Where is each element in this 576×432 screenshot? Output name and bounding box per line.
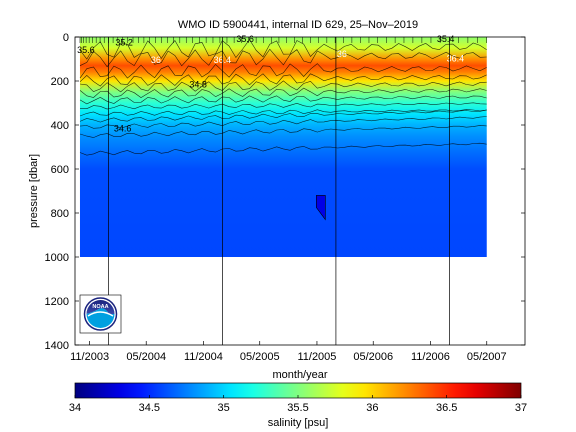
colorbar-ticks: 34 34.5 35 35.5 36 36.5 37 bbox=[69, 395, 527, 414]
x-tick-label: 11/2005 bbox=[297, 351, 336, 363]
colorbar-tick-label: 34.5 bbox=[139, 402, 160, 414]
plot-frame bbox=[74, 36, 526, 346]
contour-label: 36 bbox=[337, 49, 347, 59]
x-tick-label: 11/2004 bbox=[184, 351, 223, 363]
x-tick-label: 05/2005 bbox=[240, 351, 280, 363]
y-axis: 0 200 400 600 800 1000 1200 1400 bbox=[45, 32, 525, 352]
contour-label: 34.8 bbox=[189, 79, 207, 89]
salinity-field-area bbox=[79, 37, 487, 257]
contour-label: 34.6 bbox=[114, 123, 132, 133]
contour-line bbox=[79, 142, 487, 156]
x-axis: 11/2003 05/2004 11/2004 05/2005 11/2005 05/20… bbox=[70, 341, 507, 363]
y-tick-label: 1000 bbox=[45, 252, 69, 264]
colorbar-tick-label: 36.5 bbox=[436, 402, 457, 414]
y-tick-label: 400 bbox=[51, 120, 69, 132]
year-boundary-lines bbox=[108, 37, 450, 345]
contour-label: 36.4 bbox=[447, 54, 465, 64]
x-tick-label: 05/2006 bbox=[353, 351, 393, 363]
x-tick-label: 05/2004 bbox=[126, 351, 166, 363]
contour-line bbox=[79, 73, 487, 87]
colorbar-tick-label: 37 bbox=[515, 402, 527, 414]
noaa-logo: NOAA bbox=[79, 294, 122, 334]
contour-line bbox=[79, 39, 487, 60]
contour-line bbox=[79, 109, 487, 117]
y-tick-label: 600 bbox=[51, 164, 69, 176]
contour-label: 35.4 bbox=[437, 34, 455, 44]
salinity-field bbox=[79, 37, 487, 257]
contour-line bbox=[79, 63, 487, 79]
profile-tick-marks bbox=[79, 37, 487, 43]
y-tick-label: 1200 bbox=[45, 296, 69, 308]
x-tick-label: 11/2006 bbox=[411, 351, 450, 363]
y-tick-label: 0 bbox=[63, 32, 69, 44]
y-axis-title: pressure [dbar] bbox=[28, 154, 40, 228]
colorbar-tick-label: 35 bbox=[218, 402, 230, 414]
contour-line bbox=[79, 48, 487, 68]
noaa-logo-text: NOAA bbox=[92, 304, 108, 310]
x-axis-title: month/year bbox=[272, 369, 327, 381]
contour-line bbox=[79, 125, 487, 138]
colorbar-tick-label: 36 bbox=[366, 402, 378, 414]
x-tick-label: 05/2007 bbox=[467, 351, 507, 363]
contour-label: 35.6 bbox=[77, 45, 95, 55]
x-tick-label: 11/2003 bbox=[70, 351, 109, 363]
deep-anomaly-patch bbox=[316, 195, 326, 221]
contour-line bbox=[80, 102, 487, 110]
contour-line bbox=[79, 109, 487, 123]
y-tick-label: 200 bbox=[51, 76, 69, 88]
y-tick-label: 800 bbox=[51, 208, 69, 220]
contour-lines bbox=[79, 39, 487, 156]
contour-line bbox=[79, 95, 487, 105]
contour-line bbox=[79, 80, 487, 93]
colorbar-title: salinity [psu] bbox=[268, 417, 329, 429]
contour-label: 35.2 bbox=[115, 38, 133, 48]
chart-title: WMO ID 5900441, internal ID 629, 25–Nov–… bbox=[178, 19, 418, 31]
y-tick-label: 1400 bbox=[45, 340, 69, 352]
contour-line bbox=[79, 116, 487, 129]
colorbar-tick-label: 35.5 bbox=[287, 402, 308, 414]
colorbar-tick-label: 34 bbox=[69, 402, 81, 414]
contour-label: 35.6 bbox=[236, 34, 254, 44]
contour-label: 36 bbox=[151, 55, 161, 65]
contour-line bbox=[79, 87, 487, 98]
